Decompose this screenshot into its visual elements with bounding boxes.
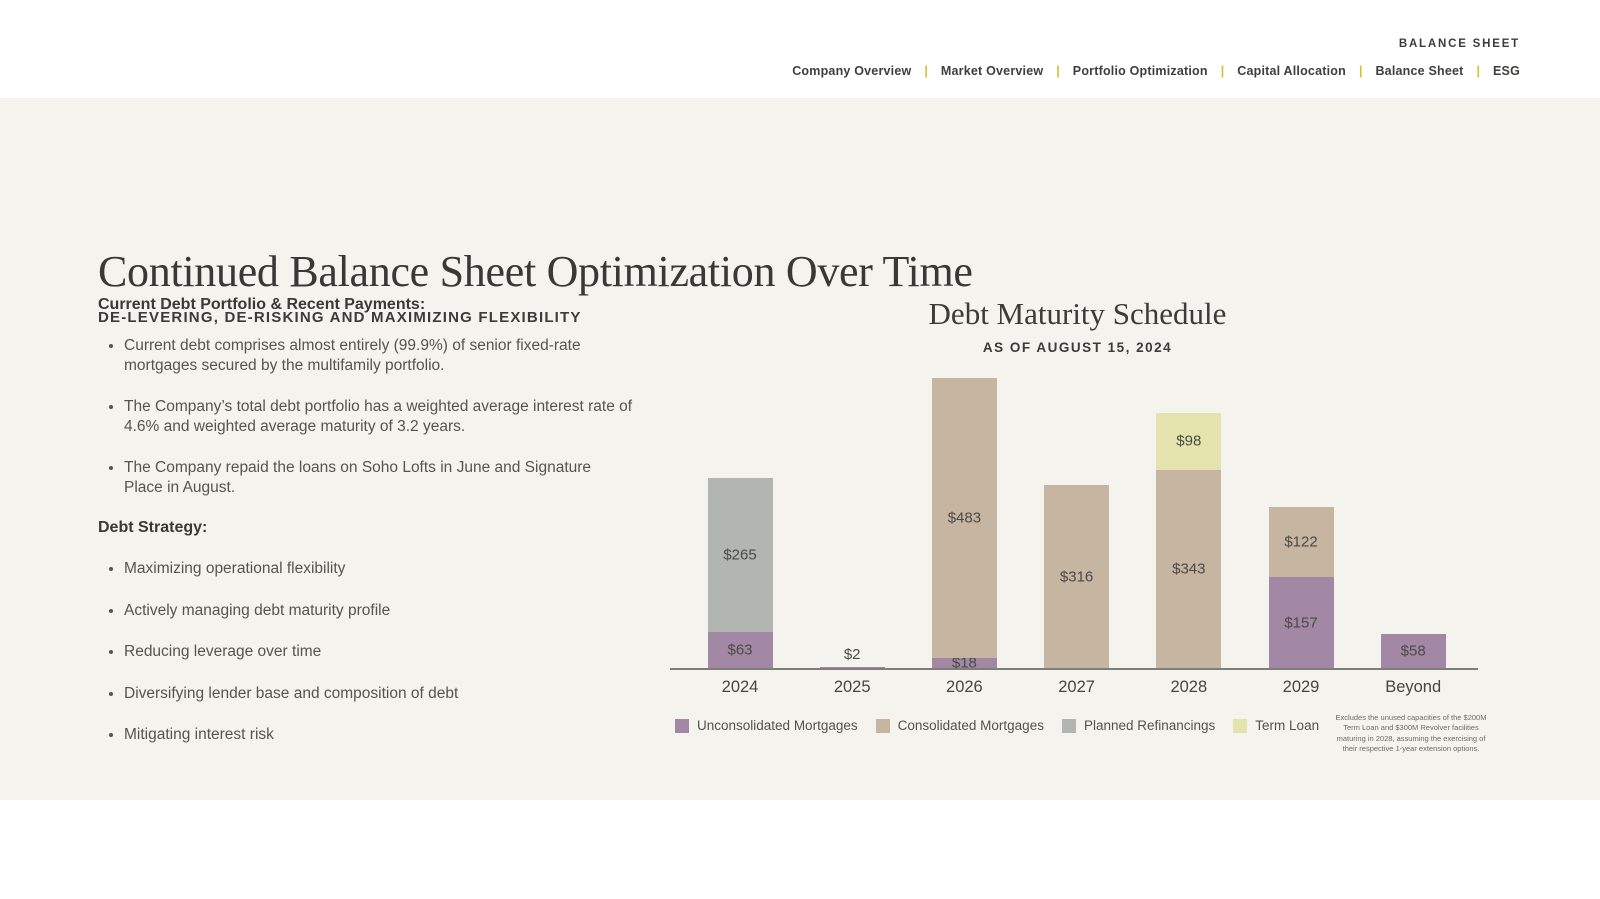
x-axis-label-2027: 2027	[1058, 678, 1095, 696]
slide-body: Continued Balance Sheet Optimization Ove…	[0, 98, 1600, 800]
slide-title: Continued Balance Sheet Optimization Ove…	[98, 247, 973, 296]
bullet-item: The Company repaid the loans on Soho Lof…	[124, 458, 633, 497]
bar-segment-consolidated-mortgages: $343	[1156, 469, 1222, 668]
bar-2028: $343 $98	[1156, 413, 1222, 668]
section-heading-current-debt-portfolio-recent-payments: Current Debt Portfolio & Recent Payments…	[98, 296, 426, 313]
bar-2025: $2	[819, 646, 885, 668]
x-axis-label-2029: 2029	[1282, 678, 1320, 696]
nav-item-capital-allocation[interactable]: Capital Allocation	[1237, 64, 1346, 78]
x-axis-label-2024: 2024	[721, 678, 759, 696]
bar-value-label: $343	[1172, 560, 1206, 578]
chart-subtitle: AS OF AUGUST 15, 2024	[982, 340, 1173, 355]
legend-label-planned-refinancings: Planned Refinancings	[1083, 718, 1216, 733]
bar-value-label: $98	[1176, 432, 1202, 450]
chart-legend: Unconsolidated Mortgages Consolidated Mor…	[675, 718, 1500, 733]
x-axis-label-2026: 2026	[946, 678, 983, 696]
bar-segment-unconsolidated-mortgages: $157	[1268, 577, 1334, 668]
bar-value-label: $58	[1400, 642, 1426, 660]
bullet-item: Actively managing debt maturity profile	[124, 601, 633, 621]
top-nav: Company Overview | Market Overview | Portfol…	[792, 64, 1520, 78]
section-label: BALANCE SHEET	[1398, 38, 1520, 50]
nav-item-esg[interactable]: ESG	[1493, 64, 1520, 78]
x-axis-label-2028: 2028	[1170, 678, 1208, 696]
x-axis-label-beyond: Beyond	[1385, 678, 1442, 696]
x-axis-label-2025: 2025	[833, 678, 871, 696]
bar-beyond: $58	[1380, 634, 1446, 668]
legend-item-unconsolidated-mortgages: Unconsolidated Mortgages	[675, 718, 858, 733]
legend-swatch-unconsolidated-mortgages	[675, 718, 689, 733]
bar-value-label: $483	[947, 509, 982, 527]
nav-separator: |	[1476, 64, 1481, 78]
bar-value-label: $18	[951, 654, 977, 672]
nav-separator: |	[1056, 64, 1060, 78]
bar-segment-consolidated-mortgages: $316	[1044, 485, 1110, 668]
bar-segment-term-loan: $98	[1156, 413, 1222, 470]
bullet-item: Diversifying lender base and composition…	[124, 684, 633, 704]
nav-item-balance-sheet[interactable]: Balance Sheet	[1375, 64, 1464, 78]
bullet-list: Current debt comprises almost entirely (…	[98, 336, 633, 497]
bullet-item: Mitigating interest risk	[124, 725, 633, 745]
nav-separator: |	[924, 64, 928, 78]
bar-segment-planned-refinancings: $265	[707, 478, 773, 632]
bar-2026: $18 $483	[931, 378, 997, 671]
legend-item-planned-refinancings: Planned Refinancings	[1061, 718, 1216, 733]
legend-swatch-term-loan	[1233, 718, 1248, 733]
bar-value-label: $265	[723, 546, 757, 564]
top-band: BALANCE SHEET Company Overview | Market Ov…	[0, 0, 1600, 98]
nav-separator: |	[1358, 64, 1363, 78]
section-heading-debt-strategy: Debt Strategy:	[98, 519, 208, 536]
legend-swatch-consolidated-mortgages	[875, 718, 890, 733]
chart-block: Debt Maturity Schedule AS OF AUGUST 15, …	[655, 295, 1500, 775]
bullet-list: Maximizing operational flexibility Active…	[98, 559, 633, 745]
bullet-item: The Company’s total debt portfolio has a…	[124, 397, 633, 436]
debt-maturity-bar-chart: $63 $265 2024 $2 2025 $18 $483 2026 $316 2027 $343…	[670, 368, 1478, 696]
legend-item-consolidated-mortgages: Consolidated Mortgages	[875, 718, 1044, 733]
bullet-item: Reducing leverage over time	[124, 642, 633, 662]
bar-2027: $316	[1044, 485, 1110, 668]
bar-segment-consolidated-mortgages: $122	[1268, 506, 1334, 578]
bullet-item: Current debt comprises almost entirely (…	[124, 336, 633, 375]
bar-value-label: $63	[727, 641, 753, 659]
bar-2024: $63 $265	[707, 478, 773, 668]
bar-segment-unconsolidated-mortgages: $18	[931, 654, 997, 671]
footer: V. CORPORATE PRESENTATION, SEPTEMBER 9, …	[0, 800, 1600, 899]
legend-label-term-loan: Term Loan	[1255, 718, 1320, 733]
nav-separator: |	[1220, 64, 1225, 78]
x-axis-line	[670, 668, 1478, 670]
nav-item-market-overview[interactable]: Market Overview	[940, 64, 1044, 78]
bar-segment-unconsolidated-mortgages: $58	[1380, 634, 1446, 668]
bullet-item: Maximizing operational flexibility	[124, 559, 633, 579]
legend-item-term-loan: Term Loan	[1233, 718, 1319, 733]
bar-2029: $157 $122	[1268, 506, 1334, 668]
slide-subtitle: DE-LEVERING, DE-RISKING AND MAXIMIZING F…	[98, 309, 582, 326]
legend-swatch-planned-refinancings	[1061, 718, 1076, 733]
left-text-panel: Current Debt Portfolio & Recent Payments…	[98, 296, 633, 767]
bar-value-label: $2	[843, 645, 861, 663]
nav-item-company-overview[interactable]: Company Overview	[792, 64, 912, 78]
bar-segment-unconsolidated-mortgages	[819, 666, 885, 668]
chart-footnote: Excludes the unused capacities of the $2…	[1335, 713, 1487, 754]
legend-label-unconsolidated-mortgages: Unconsolidated Mortgages	[697, 718, 858, 733]
bar-segment-unconsolidated-mortgages: $63	[707, 631, 773, 668]
legend-label-consolidated-mortgages: Consolidated Mortgages	[897, 718, 1044, 733]
nav-item-portfolio-optimization[interactable]: Portfolio Optimization	[1072, 64, 1208, 78]
bar-value-label: $157	[1284, 614, 1318, 632]
bar-value-label: $316	[1059, 568, 1094, 586]
bar-segment-consolidated-mortgages: $483	[931, 378, 997, 658]
bar-value-label: $122	[1284, 533, 1318, 551]
chart-title: Debt Maturity Schedule	[928, 296, 1227, 331]
